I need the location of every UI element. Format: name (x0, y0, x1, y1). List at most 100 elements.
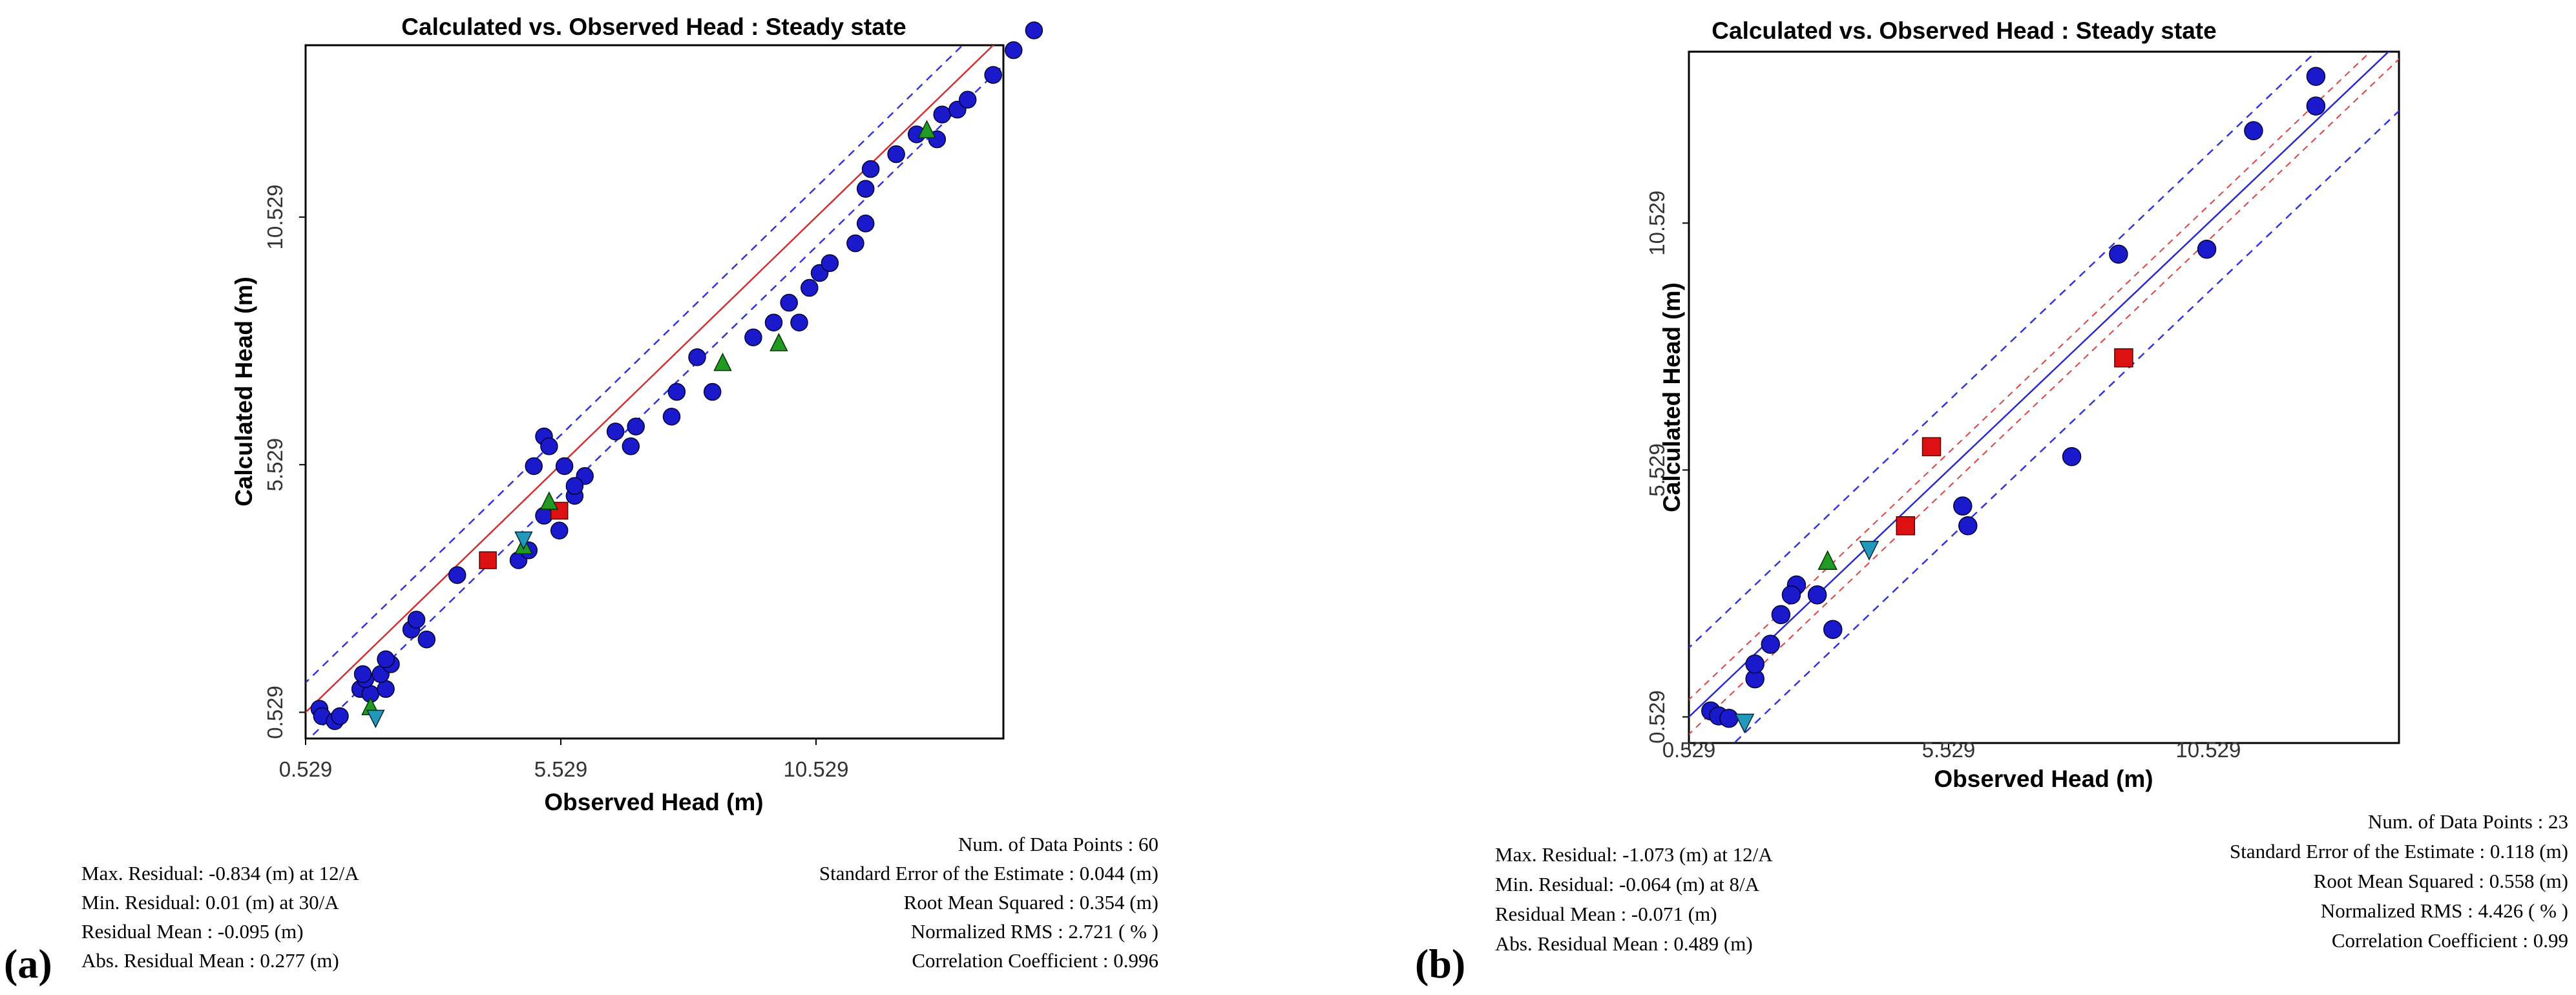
chart-a-point-circle-43 (856, 180, 875, 198)
chart-b-xlabel: Observed Head (m) (1934, 766, 2153, 792)
chart-b-y-tick-label-0: 0.529 (1645, 690, 1669, 744)
chart-a-point-circle-32 (703, 382, 722, 401)
chart-b-point-circle-6 (1761, 634, 1781, 654)
chart-a-point-circle-28 (627, 417, 645, 435)
chart-a-outer-band-upper (306, 45, 964, 684)
chart-b-y-tick-label-1: 5.529 (1645, 443, 1669, 497)
chart-a-point-circle-37 (780, 293, 798, 312)
chart-b-inner-band-lower (1689, 58, 2399, 735)
chart-b-point-circle-14 (2109, 244, 2128, 264)
chart-a-xlabel: Observed Head (m) (544, 789, 763, 815)
chart-a-point-circle-13 (407, 611, 426, 629)
chart-b-ylabel: Calculated Head (m) (1659, 282, 1685, 512)
chart-a-point-circle-42 (856, 215, 875, 233)
chart-a-plot-frame (304, 44, 1005, 740)
chart-a: Calculated vs. Observed Head : Steady st… (4, 14, 1158, 987)
chart-b-point-circle-9 (1807, 585, 1827, 605)
panel-label-b: (b) (1415, 941, 1465, 987)
chart-a-point-circle-18 (550, 521, 569, 539)
chart-b-point-circle-15 (2197, 239, 2217, 259)
chart-b-point-circle-18 (2306, 96, 2326, 116)
chart-a-title: Calculated vs. Observed Head : Steady st… (401, 14, 906, 40)
chart-b-outer-band-upper (1689, 52, 2318, 649)
chart-b-reference-lines (1689, 52, 2399, 743)
chart-a-ticks: 0.529 5.529 10.529 0.529 5.529 10.529 (263, 185, 848, 781)
chart-a-point-circle-26 (555, 457, 574, 476)
chart-b-one-to-one-line (1689, 52, 2390, 718)
chart-a-point-circle-30 (662, 408, 681, 426)
chart-b-residual-mean: Residual Mean : -0.071 (m) (1495, 903, 1717, 925)
chart-b-point-circle-4 (1771, 605, 1791, 625)
chart-a-point-circle-3 (331, 707, 349, 726)
chart-a-point-triangle-up-2 (539, 491, 559, 510)
chart-b-inner-band-upper (1689, 52, 2372, 701)
chart-a-point-circle-15 (448, 566, 466, 584)
chart-b-point-square-0 (1896, 516, 1916, 536)
chart-a-correlation: Correlation Coefficient : 0.996 (912, 949, 1158, 972)
chart-a-point-circle-29 (606, 423, 625, 441)
chart-a-point-circle-14 (417, 630, 436, 649)
chart-a-one-to-one-line (306, 45, 994, 714)
chart-a-point-circle-19 (535, 507, 553, 525)
chart-b-num-points: Num. of Data Points : 23 (2368, 810, 2568, 833)
chart-a-min-residual: Min. Residual: 0.01 (m) at 30/A (81, 891, 339, 914)
chart-b-point-circle-8 (1781, 585, 1801, 605)
chart-b-abs-residual-mean: Abs. Residual Mean : 0.489 (m) (1495, 932, 1753, 955)
chart-a-ylabel: Calculated Head (m) (231, 277, 257, 507)
chart-b-point-circle-12 (1953, 496, 1973, 516)
chart-b-title: Calculated vs. Observed Head : Steady st… (1712, 17, 2216, 44)
chart-b-ticks: 0.529 5.529 10.529 0.529 5.529 10.529 (1645, 191, 2241, 762)
chart-a-point-circle-25 (540, 437, 558, 456)
chart-b-point-circle-13 (2062, 446, 2082, 466)
chart-a-point-triangle-down-1 (514, 531, 533, 550)
chart-b-point-circle-16 (2244, 121, 2263, 141)
chart-b-point-square-2 (2114, 348, 2133, 368)
chart-a-point-circle-22 (565, 477, 584, 495)
chart-b-point-circle-2 (1719, 709, 1739, 728)
chart-b-min-residual: Min. Residual: -0.064 (m) at 8/A (1495, 873, 1760, 896)
chart-a-point-circle-31 (667, 382, 686, 401)
chart-b-point-triangle-down-1 (1734, 713, 1755, 734)
chart-b-point-circle-17 (2306, 67, 2326, 86)
chart-b-x-tick-label-1: 5.529 (1922, 738, 1976, 762)
chart-a-x-tick-label-0: 0.529 (279, 757, 333, 781)
chart-a-point-circle-52 (1005, 41, 1023, 59)
chart-b-x-tick-label-2: 10.529 (2175, 738, 2241, 762)
chart-a-rms: Root Mean Squared : 0.354 (m) (904, 891, 1158, 914)
chart-a-point-circle-38 (801, 278, 819, 297)
chart-b-outer-band-lower (1733, 109, 2399, 743)
chart-a-point-circle-50 (958, 90, 977, 109)
chart-a-nrms: Normalized RMS : 2.721 ( % ) (911, 920, 1158, 943)
chart-a-point-circle-34 (744, 328, 762, 346)
chart-b-x-tick-label-0: 0.529 (1662, 738, 1716, 762)
chart-a-point-circle-7 (353, 665, 372, 684)
chart-a-point-circle-44 (861, 160, 880, 178)
chart-a-std-error: Standard Error of the Estimate : 0.044 (… (819, 862, 1158, 885)
chart-a-point-triangle-down-0 (366, 709, 385, 729)
chart-b-nrms: Normalized RMS : 4.426 ( % ) (2321, 899, 2568, 922)
chart-b-point-circle-11 (1958, 516, 1978, 536)
chart-b-y-tick-label-2: 10.529 (1645, 191, 1669, 256)
chart-a-point-circle-8 (377, 680, 395, 698)
chart-a-point-circle-24 (525, 457, 543, 476)
chart-b-rms: Root Mean Squared : 0.558 (m) (2314, 870, 2568, 892)
chart-b-point-circle-10 (1823, 620, 1843, 639)
chart-a-point-circle-51 (984, 66, 1002, 84)
chart-a-lines (306, 45, 1003, 738)
chart-a-point-circle-47 (933, 105, 951, 124)
chart-a-point-circle-36 (790, 313, 808, 331)
chart-a-outer-band-lower (308, 63, 1003, 738)
chart-a-residual-mean: Residual Mean : -0.095 (m) (81, 920, 304, 943)
chart-a-points (310, 21, 1043, 730)
chart-b-std-error: Standard Error of the Estimate : 0.118 (… (2230, 840, 2568, 863)
chart-b-plot-frame (1688, 50, 2400, 744)
chart-b-lines (1689, 52, 2399, 743)
chart-a-y-tick-label-2: 10.529 (263, 185, 287, 250)
chart-a-reference-lines (306, 45, 1003, 738)
chart-a-point-triangle-up-4 (770, 333, 788, 351)
chart-a-abs-residual-mean: Abs. Residual Mean : 0.277 (m) (81, 949, 339, 972)
chart-a-num-points: Num. of Data Points : 60 (958, 833, 1158, 855)
chart-a-y-tick-label-1: 5.529 (263, 438, 287, 492)
chart-a-point-circle-27 (622, 437, 640, 456)
